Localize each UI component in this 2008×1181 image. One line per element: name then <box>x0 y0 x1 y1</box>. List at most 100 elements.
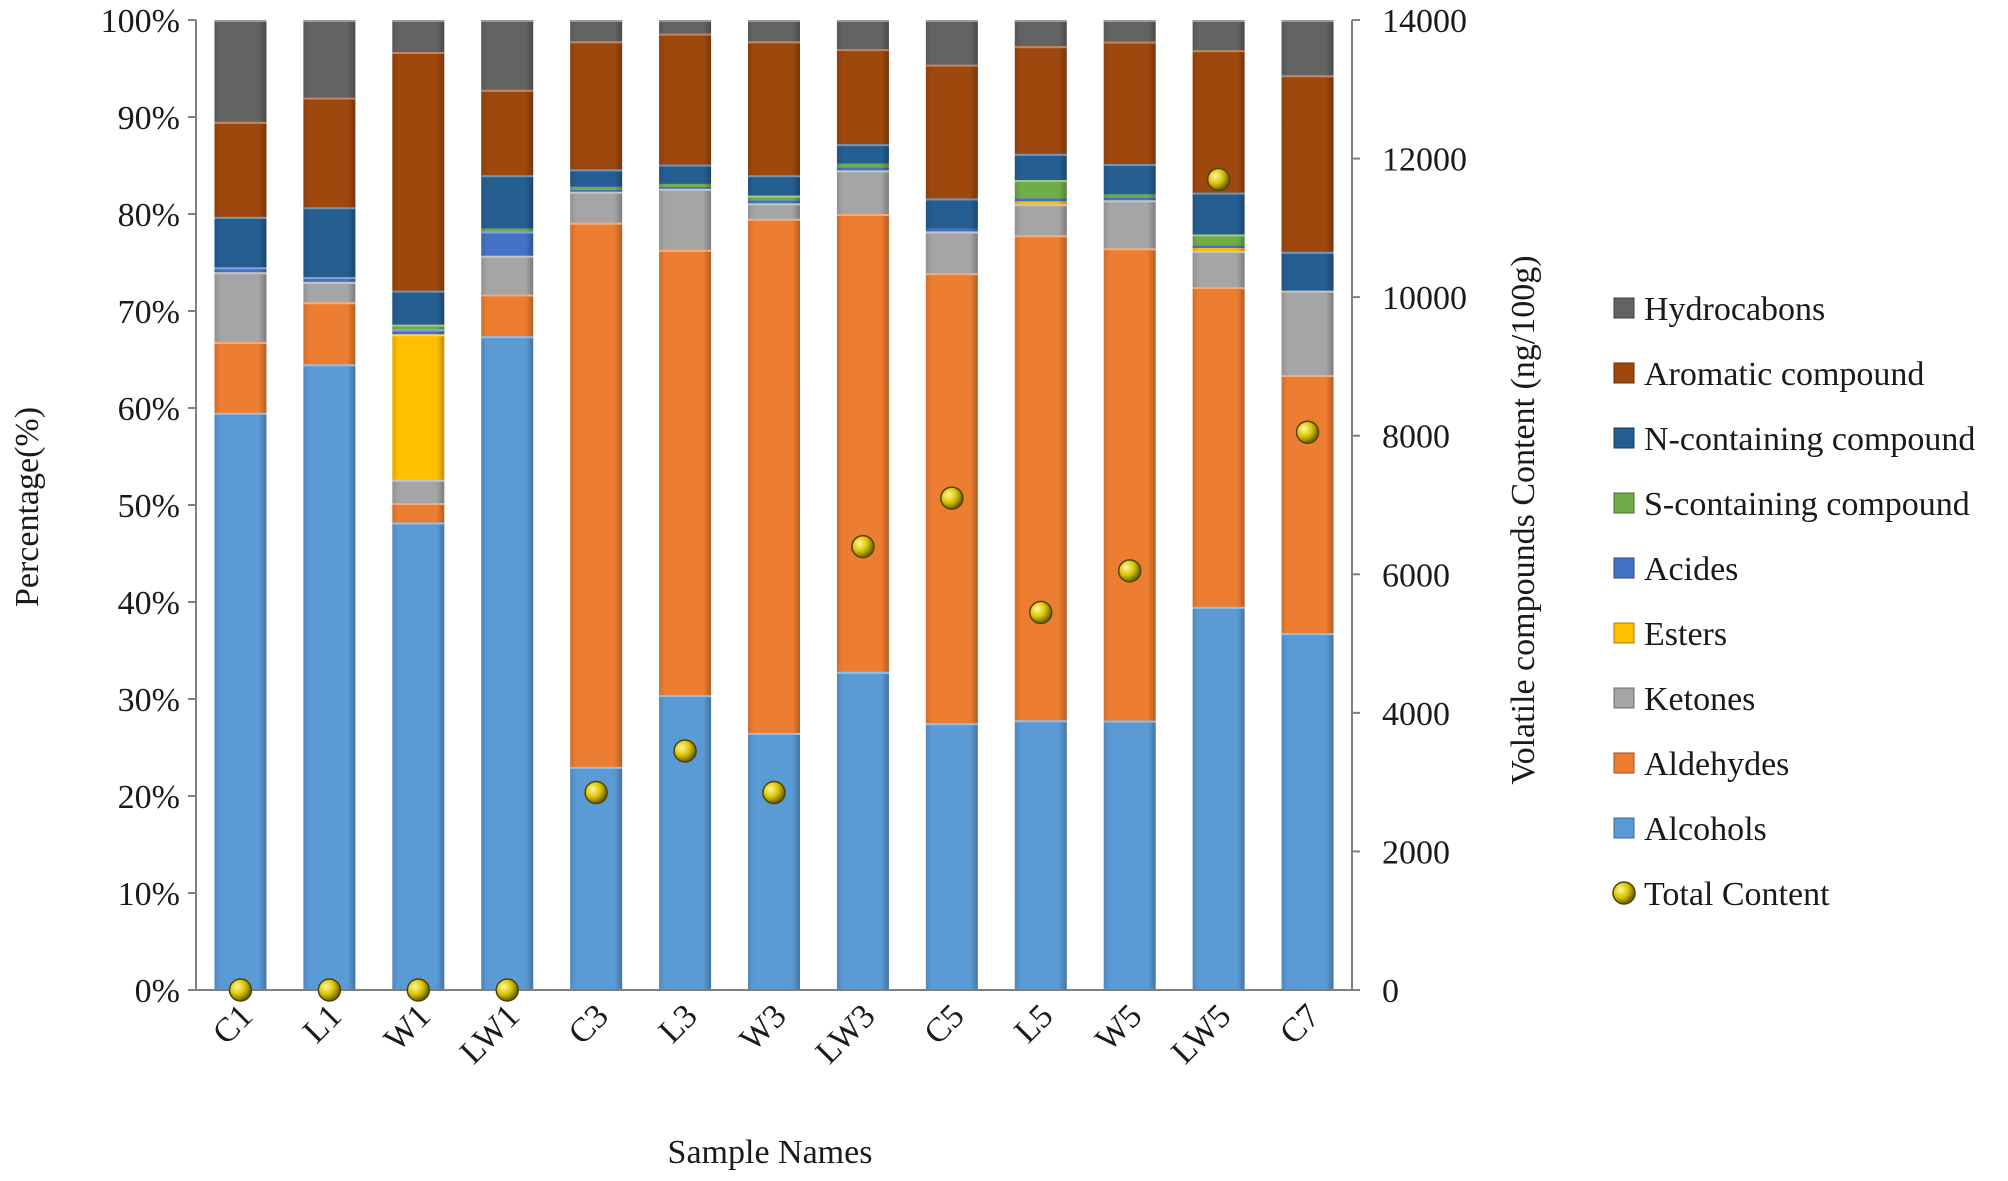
bar-segment-LW5-s-containing-compound <box>1192 234 1245 246</box>
bar-segment-bevel <box>748 41 800 44</box>
y-tick-label: 70% <box>118 294 180 331</box>
legend-swatch-aldehydes <box>1613 752 1635 774</box>
legend-label-aldehydes: Aldehydes <box>1644 746 1789 783</box>
y-axis-title: Percentage(%) <box>9 407 46 607</box>
bar-segment-L1-ketones <box>303 281 356 303</box>
y2-tick-label: 6000 <box>1382 557 1450 594</box>
bar-segment-bevel <box>925 20 978 22</box>
legend-label-hydrocabons: Hydrocabons <box>1644 291 1825 328</box>
bar-segment-L5-hydrocabons <box>1014 20 1067 47</box>
bar-segment-LW3-s-containing-compound <box>836 163 889 168</box>
bar-segment-C1-ketones <box>214 272 267 343</box>
bar-segment-W5-aldehydes <box>1103 248 1156 721</box>
bar-segment-bevel <box>1192 234 1245 237</box>
bar-segment-L1-n-containing-compound <box>303 207 356 278</box>
bar-segment-bevel <box>1103 41 1156 44</box>
bar-segment-C5-alcohols <box>925 723 978 990</box>
legend-swatch-aromatic-compound <box>1613 362 1635 384</box>
y-tick-label: 40% <box>118 585 180 622</box>
bar-segment-C3-n-containing-compound <box>570 169 623 187</box>
bar-segment-bevel <box>1281 290 1334 293</box>
total-content-marker-L5 <box>1029 600 1053 625</box>
bar-segment-LW1-n-containing-compound <box>481 175 534 229</box>
bar-segment-W1-acides <box>392 329 445 335</box>
bar-segment-bevel <box>392 20 445 22</box>
bar-segment-C7-hydrocabons <box>1281 20 1334 76</box>
total-content-marker-C7 <box>1295 420 1320 444</box>
bar-segment-bevel <box>1014 20 1067 22</box>
bar-segment-bevel <box>659 20 712 22</box>
bar-segment-W1-hydrocabons <box>392 20 445 53</box>
x-tick-label: C7 <box>1273 997 1327 1051</box>
bar-segment-bevel <box>303 207 356 210</box>
bar-segment-L1-hydrocabons <box>303 20 356 98</box>
y-tick-label: 80% <box>118 197 180 234</box>
bar-segment-LW3-aromatic-compound <box>836 49 889 145</box>
bar-segment-W1-ketones <box>392 479 445 504</box>
bar-segment-W1-esters <box>392 334 445 480</box>
bar-segment-C3-aldehydes <box>570 222 623 767</box>
bar-segment-C5-hydrocabons <box>925 20 978 65</box>
bar-segment-C1-hydrocabons <box>214 20 267 122</box>
bar-segment-bevel <box>481 89 534 92</box>
bar-segment-bevel <box>748 195 800 198</box>
bar-segment-bevel <box>925 64 978 67</box>
bar-segment-bevel <box>214 216 267 219</box>
bar-segment-bevel <box>1281 375 1334 378</box>
bar-segment-bevel <box>836 49 889 52</box>
bar-segment-bevel <box>1192 50 1245 53</box>
bar-segment-bevel <box>392 522 445 525</box>
legend-label-ketones: Ketones <box>1644 681 1755 718</box>
bar-segment-LW1-aromatic-compound <box>481 89 534 176</box>
bar-segment-LW5-acides <box>1192 245 1245 249</box>
y2-tick-label: 2000 <box>1382 834 1450 871</box>
y2-tick-label: 4000 <box>1382 696 1450 733</box>
bar-segment-bevel <box>1014 204 1067 207</box>
bar-segment-W1-alcohols <box>392 522 445 990</box>
legend-swatch-s-containing-compound <box>1613 492 1635 514</box>
bar-segment-bevel <box>1014 46 1067 49</box>
bar-segment-bevel <box>1103 20 1156 22</box>
bar-segment-LW3-n-containing-compound <box>836 144 889 164</box>
bar-segment-L1-alcohols <box>303 364 356 991</box>
bar-segment-LW5-ketones <box>1192 251 1245 288</box>
bar-segment-bevel <box>836 20 889 22</box>
bar-segment-W3-alcohols <box>748 732 800 990</box>
y-tick-label: 20% <box>118 779 180 816</box>
bar-segment-W5-alcohols <box>1103 720 1156 990</box>
bar-segment-L3-hydrocabons <box>659 20 712 34</box>
bar-segment-bevel <box>1192 287 1245 290</box>
bar-segment-W5-hydrocabons <box>1103 20 1156 42</box>
bar-segment-LW5-esters <box>1192 248 1245 252</box>
bar-segment-C3-hydrocabons <box>570 20 623 42</box>
legend-swatch-ketones <box>1613 687 1635 709</box>
bar-segment-LW3-acides <box>836 167 889 171</box>
bar-segment-C7-aromatic-compound <box>1281 75 1334 252</box>
bar-segment-C1-aromatic-compound <box>214 121 267 217</box>
bar-segment-bevel <box>570 222 623 225</box>
legend-swatch-acides <box>1613 557 1635 579</box>
bar-segment-bevel <box>481 20 534 22</box>
total-content-marker-LW1 <box>495 978 519 1002</box>
bar-segment-bevel <box>748 175 800 178</box>
legend-swatch-alcohols <box>1613 817 1635 839</box>
x-tick-label: C3 <box>562 997 616 1051</box>
bar-segment-bevel <box>1103 248 1156 251</box>
bar-segment-L3-acides <box>659 186 712 189</box>
x-axis-title: Sample Names <box>668 1134 873 1171</box>
bar-segment-W5-aromatic-compound <box>1103 41 1156 165</box>
bar-segment-L3-s-containing-compound <box>659 183 712 187</box>
x-tick-label: LW1 <box>453 997 527 1071</box>
bar-segment-LW1-acides <box>481 231 534 256</box>
bar-segment-bevel <box>925 723 978 726</box>
x-tick-label: C1 <box>206 997 260 1051</box>
bar-segment-bevel <box>1192 20 1245 22</box>
total-content-marker-LW3 <box>851 534 875 559</box>
bar-segment-L5-aldehydes <box>1014 235 1067 721</box>
bar-segment-bevel <box>481 231 534 234</box>
bar-segment-L3-aldehydes <box>659 249 712 696</box>
bar-segment-C7-aldehydes <box>1281 375 1334 634</box>
bars-layer <box>214 20 1334 991</box>
bar-segment-bevel <box>836 170 889 173</box>
bar-segment-bevel <box>1281 251 1334 254</box>
